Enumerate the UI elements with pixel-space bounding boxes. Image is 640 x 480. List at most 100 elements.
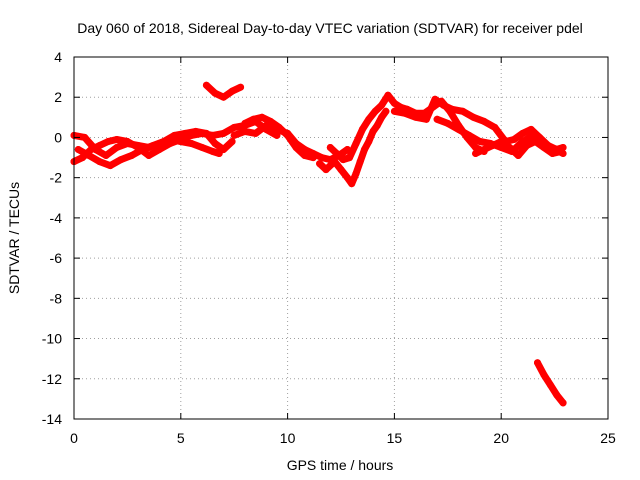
data-point — [346, 154, 353, 162]
data-point — [81, 133, 89, 141]
data-point — [491, 123, 499, 131]
data-point — [318, 154, 326, 162]
data-point — [228, 138, 236, 145]
y-tick-label: -2 — [50, 170, 63, 186]
data-point — [506, 144, 514, 151]
data-point — [128, 152, 136, 159]
data-point — [390, 107, 398, 115]
y-tick-label: -14 — [42, 411, 62, 427]
data-point — [326, 144, 334, 151]
data-point — [348, 180, 356, 188]
data-point — [181, 129, 189, 137]
data-point — [448, 105, 456, 113]
data-point — [220, 129, 227, 137]
y-tick-label: 4 — [54, 49, 62, 65]
data-point — [378, 113, 386, 121]
data-point — [241, 119, 249, 127]
data-point — [96, 142, 104, 149]
data-point — [440, 101, 447, 109]
data-point — [149, 142, 157, 149]
data-point — [352, 140, 360, 147]
data-point — [117, 156, 125, 164]
data-point — [523, 142, 531, 149]
data-series — [472, 138, 565, 159]
data-point — [249, 115, 257, 123]
data-point — [301, 152, 309, 159]
data-point — [309, 154, 317, 162]
data-point — [220, 93, 227, 101]
data-point — [465, 131, 473, 139]
data-point — [202, 129, 210, 137]
data-point — [527, 125, 535, 133]
x-tick-label: 25 — [600, 430, 616, 446]
data-point — [557, 148, 565, 155]
data-series — [534, 359, 567, 407]
data-point — [230, 123, 238, 131]
data-point — [459, 107, 467, 115]
data-point — [339, 156, 347, 164]
data-point — [85, 152, 93, 159]
data-point — [241, 127, 249, 135]
data-point — [433, 115, 441, 123]
data-point — [480, 117, 488, 125]
plot-frame — [73, 56, 609, 420]
data-point — [365, 138, 373, 145]
data-point — [104, 138, 112, 145]
data-series — [70, 117, 281, 166]
data-point — [211, 140, 219, 147]
data-point — [534, 359, 541, 367]
data-point — [160, 138, 168, 145]
data-point — [113, 136, 121, 143]
data-series — [326, 91, 488, 164]
data-point — [365, 115, 373, 123]
chart-title: Day 060 of 2018, Sidereal Day-to-day VTE… — [77, 20, 583, 36]
data-point — [123, 138, 131, 145]
data-series — [74, 127, 236, 170]
y-tick-label: 0 — [54, 129, 62, 145]
y-axis-label: SDTVAR / TECUs — [6, 182, 22, 294]
data-point — [106, 162, 114, 170]
data-point — [378, 101, 386, 109]
x-tick-label: 15 — [387, 430, 403, 446]
data-point — [476, 138, 484, 145]
data-point — [559, 399, 567, 407]
data-point — [292, 144, 300, 151]
data-series — [241, 113, 317, 162]
data-point — [412, 113, 420, 121]
data-point — [497, 138, 505, 145]
series-trace — [326, 91, 488, 164]
data-series — [202, 81, 245, 101]
data-point — [155, 146, 163, 153]
data-point — [546, 381, 554, 389]
data-point — [369, 127, 377, 135]
data-point — [472, 150, 480, 157]
data-point — [331, 158, 339, 166]
data-point — [258, 113, 266, 121]
data-point — [209, 148, 217, 155]
data-point — [202, 81, 210, 89]
data-point — [284, 131, 292, 139]
data-point — [469, 113, 477, 121]
y-tick-label: -6 — [50, 250, 63, 266]
data-point — [373, 121, 381, 129]
y-tick-label: -12 — [42, 371, 62, 387]
data-point — [198, 144, 206, 151]
data-point — [401, 109, 409, 117]
data-point — [252, 129, 260, 137]
data-point — [540, 144, 548, 151]
data-point — [489, 142, 497, 149]
data-point — [316, 160, 324, 168]
data-point — [343, 174, 351, 182]
data-point — [431, 95, 439, 103]
data-point — [337, 166, 345, 174]
data-point — [510, 136, 518, 143]
y-tick-label: -4 — [50, 210, 63, 226]
data-point — [444, 119, 452, 127]
data-point — [553, 391, 561, 399]
data-point — [371, 107, 379, 115]
data-point — [514, 152, 522, 159]
y-tick-label: 2 — [54, 89, 62, 105]
data-point — [192, 127, 200, 135]
y-tick-label: -8 — [50, 290, 63, 306]
